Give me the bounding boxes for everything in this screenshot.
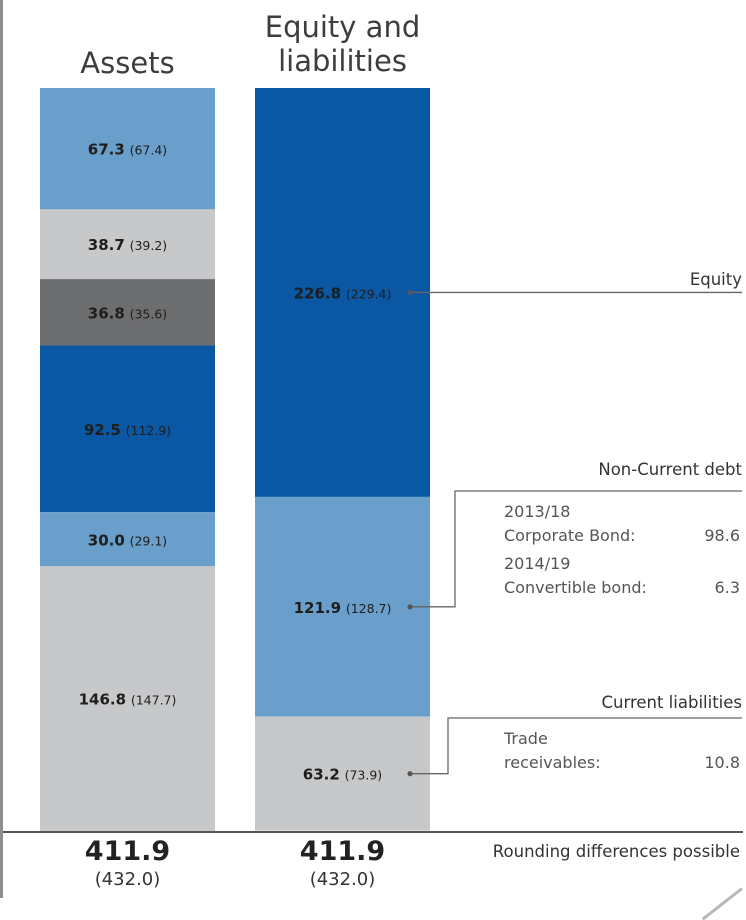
current-liabilities-details: Trade receivables: 10.8	[504, 727, 740, 775]
bar-segment-0-5	[40, 566, 215, 831]
equity-annotation: Equity	[689, 270, 742, 289]
rounding-note: Rounding differences possible	[492, 842, 740, 861]
segment-label-1-2: 63.2 (73.9)	[303, 766, 382, 784]
noncurrent-debt-annotation: Non-Current debt	[598, 460, 742, 479]
segment-label-1-1: 121.9 (128.7)	[294, 599, 392, 617]
bond-1-year: 2013/18	[504, 502, 571, 521]
segment-label-0-3: 92.5 (112.9)	[84, 421, 171, 439]
baseline-rule	[3, 831, 743, 833]
equity-liabilities-title: Equity and liabilities	[255, 10, 430, 78]
el-total: 411.9 (432.0)	[255, 836, 430, 892]
bond-2-year: 2014/19	[504, 554, 571, 573]
segment-label-0-5: 146.8 (147.7)	[79, 691, 177, 709]
bond-2-label: Convertible bond:	[504, 578, 647, 597]
bar-segment-0-4	[40, 512, 215, 567]
noncurrent-debt-details: 2013/18 Corporate Bond: 98.6 2014/19 Con…	[504, 500, 740, 600]
assets-total-value: 411.9	[84, 836, 171, 867]
current-leader-dot	[407, 771, 413, 777]
current-leader	[410, 717, 742, 775]
bar-segment-0-1	[40, 209, 215, 280]
bar-segment-1-0	[255, 88, 430, 497]
trade-line1: Trade	[504, 729, 548, 748]
equity-liabilities-title-line2: liabilities	[278, 44, 407, 78]
bar-segment-1-2	[255, 716, 430, 831]
el-total-value: 411.9	[299, 836, 386, 867]
bond-2-row: Convertible bond: 6.3	[504, 576, 740, 600]
bar-segment-0-2	[40, 279, 215, 346]
assets-total: 411.9 (432.0)	[40, 836, 215, 892]
bond-1-value: 98.6	[704, 526, 740, 545]
bond-1-label: Corporate Bond:	[504, 526, 636, 545]
segment-label-0-0: 67.3 (67.4)	[88, 141, 167, 159]
assets-title: Assets	[80, 46, 175, 80]
trade-row: receivables: 10.8	[504, 751, 740, 775]
bar-segment-0-3	[40, 345, 215, 513]
trade-label: receivables:	[504, 753, 601, 772]
segment-label-0-1: 38.7 (39.2)	[88, 236, 167, 254]
bond-2-value: 6.3	[714, 578, 740, 597]
segment-label-0-2: 36.8 (35.6)	[88, 304, 167, 322]
bar-segment-1-1	[255, 496, 430, 717]
balance-sheet-chart: 67.3 (67.4) 38.7 (39.2) 36.8 (35.6) 92.5 (1…	[40, 88, 742, 831]
current-liabilities-annotation: Current liabilities	[601, 693, 742, 712]
bond-1-row: Corporate Bond: 98.6	[504, 524, 740, 548]
segment-label-0-4: 30.0 (29.1)	[88, 531, 167, 549]
equity-liabilities-title-line1: Equity and	[264, 10, 421, 44]
noncurrent-leader-dot	[407, 604, 413, 610]
assets-total-prev: (432.0)	[94, 869, 161, 890]
noncurrent-leader	[410, 490, 742, 608]
trade-value: 10.8	[704, 753, 740, 772]
equity-leader-dot	[407, 289, 413, 296]
el-total-prev: (432.0)	[309, 869, 376, 890]
segment-label-1-0: 226.8 (229.4)	[294, 284, 392, 302]
bar-segment-0-0	[40, 88, 215, 210]
frame-left-border	[0, 0, 3, 898]
